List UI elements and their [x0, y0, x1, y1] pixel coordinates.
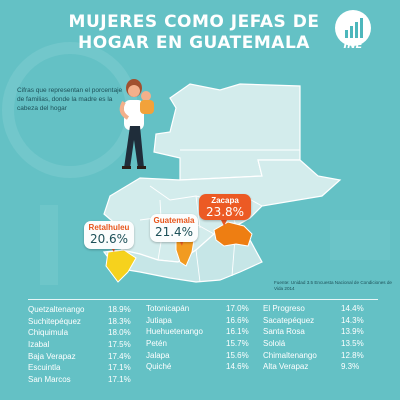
- table-row: Suchitepéquez 18.3%: [28, 315, 134, 327]
- department-value: 17.4%: [108, 351, 131, 361]
- ine-logo: [335, 10, 371, 46]
- map-region-retalhuleu: [105, 249, 137, 283]
- department-value: 15.6%: [226, 350, 249, 360]
- callout-label: Guatemala: [153, 216, 195, 225]
- table-row: Sololá 13.5%: [263, 338, 378, 350]
- table-column-1: Quetzaltenango 18.9% Suchitepéquez 18.3% Chi…: [28, 303, 134, 385]
- table-row: Chiquimula 18.0%: [28, 326, 134, 338]
- department-name: Sololá: [263, 339, 286, 349]
- table-divider: [28, 299, 378, 300]
- department-name: Baja Verapaz: [28, 351, 76, 361]
- logo-text: INE: [343, 40, 363, 51]
- table-row: Jalapa 15.6%: [146, 350, 251, 362]
- department-value: 18.3%: [108, 316, 131, 326]
- table-row: Quiché 14.6%: [146, 361, 251, 373]
- callout-value: 21.4%: [154, 225, 194, 239]
- department-name: Alta Verapaz: [263, 362, 309, 372]
- table-row: Totonicapán 17.0%: [146, 303, 251, 315]
- department-value: 17.0%: [226, 304, 249, 313]
- table-row: San Marcos 17.1%: [28, 373, 134, 385]
- department-value: 14.3%: [341, 315, 364, 325]
- table-row: Quetzaltenango 18.9%: [28, 303, 134, 315]
- department-value: 17.5%: [108, 340, 131, 350]
- table-row: Petén 15.7%: [146, 338, 251, 350]
- table-row: Sacatepéquez 14.3%: [263, 315, 378, 327]
- table-row: Escuintla 17.1%: [28, 361, 134, 373]
- department-value: 13.5%: [341, 339, 364, 349]
- callout-label: Retalhuleu: [88, 223, 130, 232]
- callout-value: 23.8%: [205, 205, 245, 219]
- description-text: Cifras que representan el porcentaje de …: [17, 87, 123, 112]
- map-region-zacapa: [213, 221, 253, 247]
- callout-label: Zacapa: [211, 196, 239, 205]
- department-name: Santa Rosa: [263, 327, 305, 337]
- department-name: El Progreso: [263, 304, 305, 313]
- department-name: San Marcos: [28, 375, 71, 385]
- source-note: Fuente: Unidad 3.5 Encuesta Nacional de …: [274, 280, 392, 291]
- department-name: Chiquimula: [28, 328, 69, 338]
- bar-chart-icon: [345, 18, 363, 38]
- department-value: 12.8%: [341, 350, 364, 360]
- department-name: Quiché: [146, 362, 172, 372]
- callout-retalhuleu: Retalhuleu 20.6%: [84, 221, 134, 249]
- department-value: 17.1%: [108, 363, 131, 373]
- department-value: 13.9%: [341, 327, 364, 337]
- department-name: Sacatepéquez: [263, 315, 315, 325]
- department-value: 18.9%: [108, 305, 131, 314]
- department-name: Escuintla: [28, 363, 61, 373]
- department-name: Totonicapán: [146, 304, 190, 313]
- callout-guatemala: Guatemala 21.4%: [150, 214, 198, 242]
- table-row: Baja Verapaz 17.4%: [28, 350, 134, 362]
- department-name: Suchitepéquez: [28, 316, 81, 326]
- department-value: 18.0%: [108, 328, 131, 338]
- department-value: 15.7%: [226, 339, 249, 349]
- table-row: Chimaltenango 12.8%: [263, 350, 378, 362]
- department-name: Jalapa: [146, 350, 170, 360]
- page-title-line-1: MUJERES COMO JEFAS DE: [68, 12, 320, 32]
- table-row: Jutiapa 16.6%: [146, 315, 251, 327]
- department-name: Quetzaltenango: [28, 305, 85, 314]
- table-row: Huehuetenango 16.1%: [146, 326, 251, 338]
- callout-zacapa: Zacapa 23.8%: [199, 194, 251, 220]
- department-value: 17.1%: [108, 375, 131, 385]
- department-value: 14.6%: [226, 362, 249, 372]
- department-name: Chimaltenango: [263, 350, 317, 360]
- callout-value: 20.6%: [89, 232, 129, 246]
- page-title: MUJERES COMO JEFAS DE HOGAR EN GUATEMALA: [58, 12, 330, 54]
- table-column-3: El Progreso 14.4% Sacatepéquez 14.3% Santa R…: [263, 303, 378, 373]
- department-value: 16.6%: [226, 315, 249, 325]
- table-row: Izabal 17.5%: [28, 338, 134, 350]
- department-name: Petén: [146, 339, 167, 349]
- table-row: El Progreso 14.4%: [263, 303, 378, 315]
- department-value: 16.1%: [226, 327, 249, 337]
- table-column-2: Totonicapán 17.0% Jutiapa 16.6% Huehuetenang…: [146, 303, 251, 373]
- table-row: Santa Rosa 13.9%: [263, 326, 378, 338]
- department-value: 9.3%: [341, 362, 360, 372]
- department-value: 14.4%: [341, 304, 364, 313]
- department-name: Jutiapa: [146, 315, 172, 325]
- department-name: Izabal: [28, 340, 50, 350]
- department-name: Huehuetenango: [146, 327, 203, 337]
- table-row: Alta Verapaz 9.3%: [263, 361, 378, 373]
- page-title-line-2: HOGAR EN GUATEMALA: [78, 33, 310, 53]
